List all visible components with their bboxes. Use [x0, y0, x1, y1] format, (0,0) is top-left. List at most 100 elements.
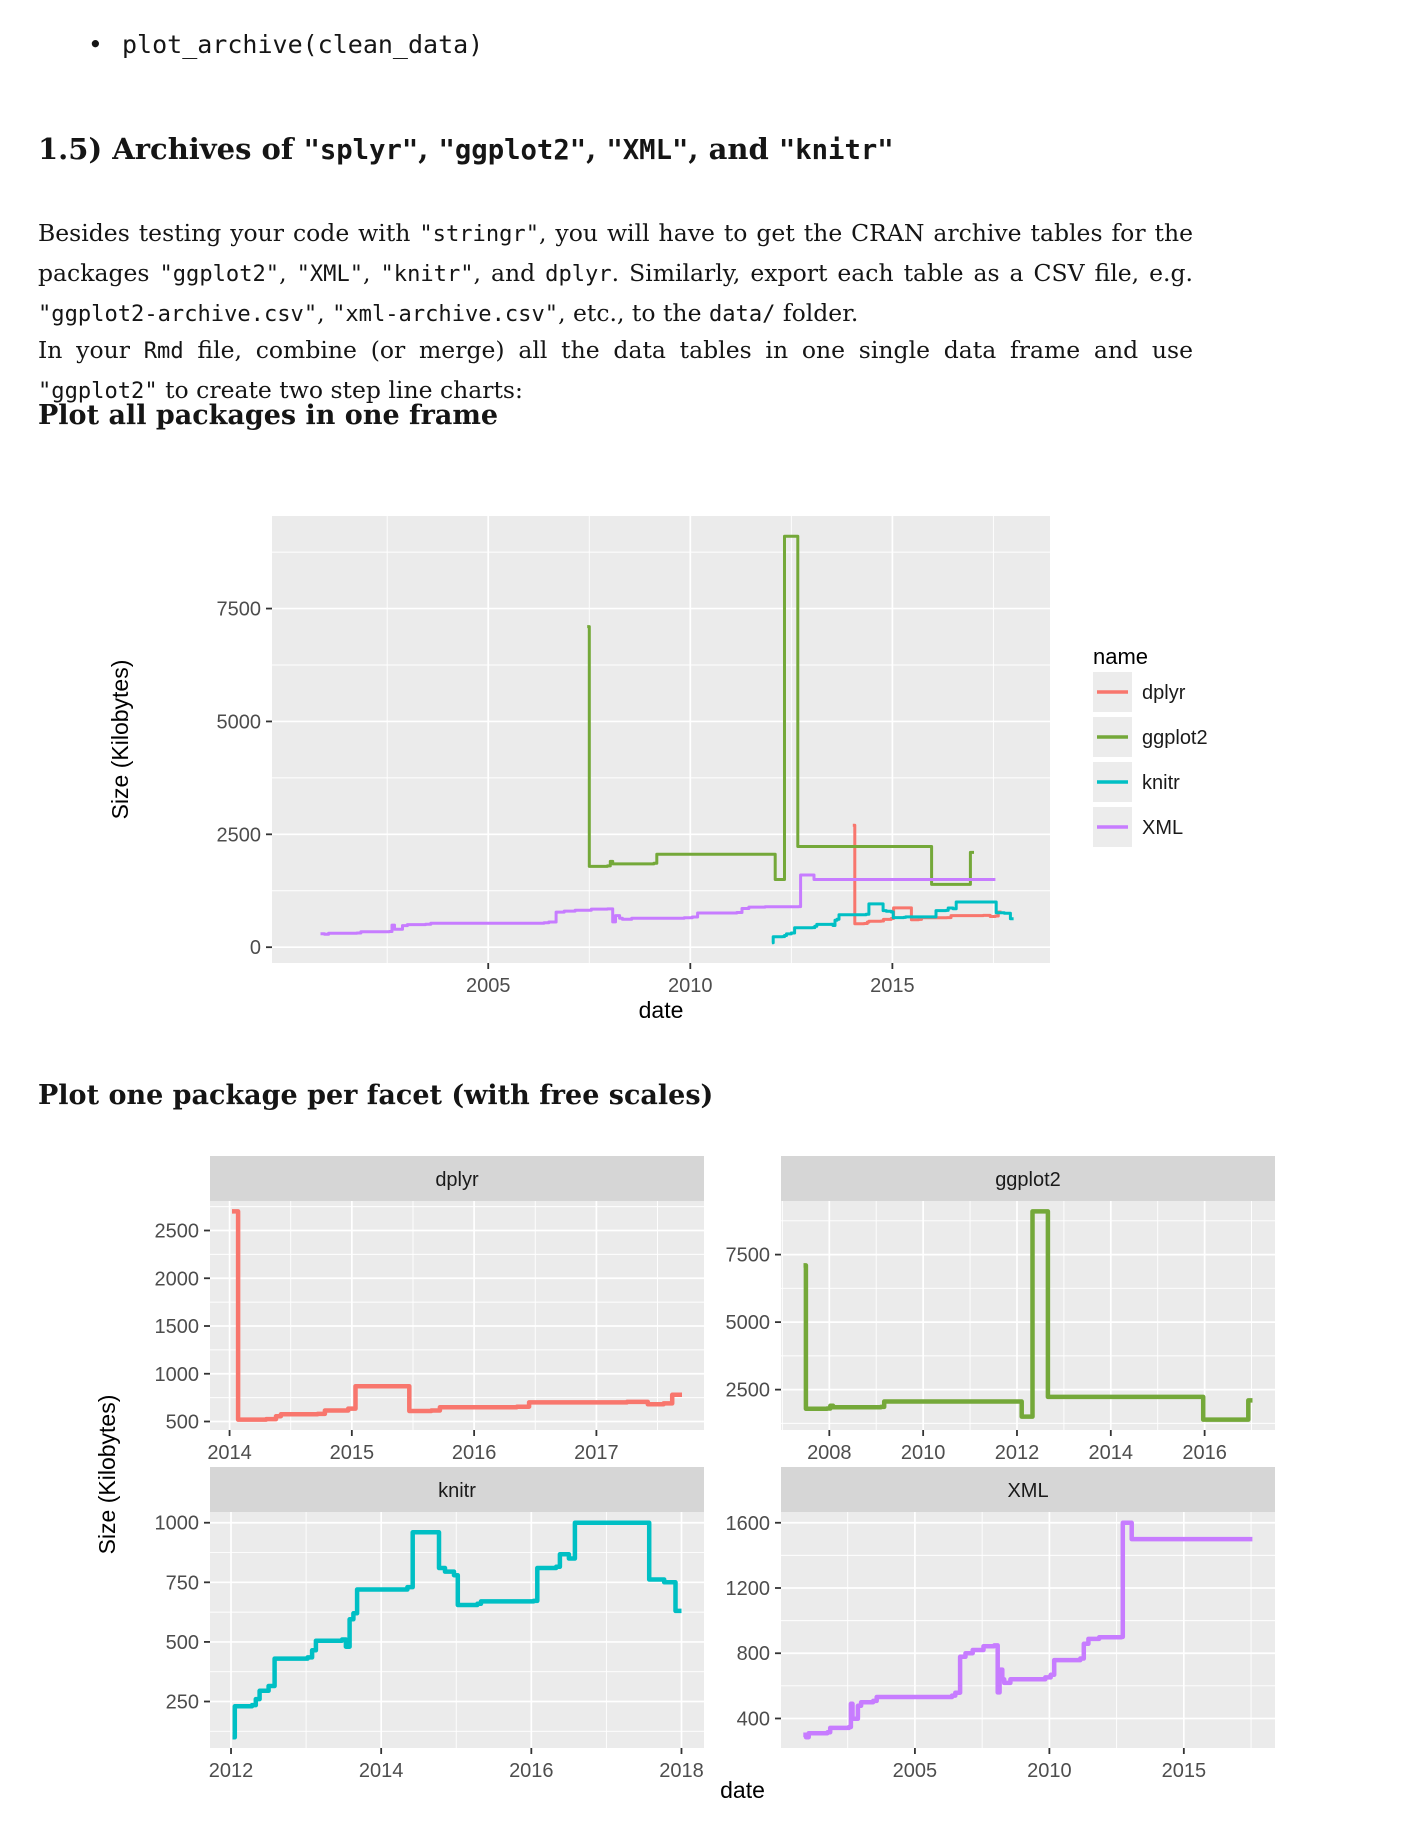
- inline-code: "splyr": [303, 135, 419, 166]
- text-segment: , and: [688, 132, 779, 166]
- y-axis-title: Size (Kilobytes): [107, 660, 133, 820]
- x-axis-title: date: [720, 1777, 765, 1803]
- y-tick-label: 400: [737, 1708, 770, 1730]
- series-line-ggplot2: [803, 1209, 1253, 1422]
- inline-code: "stringr": [419, 220, 539, 247]
- list-bullet: •: [88, 30, 103, 59]
- text-segment: Besides testing your code with: [38, 218, 420, 247]
- facet-strip-dplyr: [210, 1156, 704, 1201]
- y-tick-label: 7500: [217, 599, 262, 621]
- panel-bg: [781, 1201, 1275, 1430]
- inline-code: "knitr": [778, 135, 894, 166]
- y-tick-label: 2000: [155, 1268, 200, 1290]
- x-tick-label: 2008: [807, 1442, 852, 1464]
- text-segment: file, combine (or merge) all the data ta…: [183, 335, 1193, 364]
- inline-code: "knitr": [380, 260, 474, 287]
- x-axis-title: date: [639, 997, 684, 1023]
- inline-code: Rmd: [143, 337, 184, 364]
- y-tick-label: 2500: [155, 1221, 200, 1243]
- inline-code: data/: [708, 300, 776, 327]
- x-tick-label: 2018: [659, 1760, 704, 1782]
- inline-code: dplyr: [545, 260, 612, 287]
- x-tick-label: 2010: [901, 1442, 946, 1464]
- facet-strip-label-ggplot2: ggplot2: [995, 1169, 1061, 1191]
- text-segment: , and: [473, 258, 546, 287]
- text-segment: , you will have to get the CRAN archive …: [38, 218, 1193, 287]
- text-segment: ,: [317, 298, 333, 327]
- y-tick-label: 1200: [726, 1578, 771, 1600]
- x-tick-label: 2017: [574, 1442, 619, 1464]
- text-segment: In your: [38, 335, 144, 364]
- y-tick-label: 500: [166, 1412, 199, 1434]
- y-tick-label: 1500: [155, 1316, 200, 1338]
- x-tick-label: 2010: [668, 975, 713, 997]
- inline-code: "ggplot2": [38, 377, 158, 404]
- x-tick-label: 2015: [870, 975, 915, 997]
- y-tick-label: 7500: [726, 1245, 771, 1267]
- section-heading: 1.5) Archives of "splyr", "ggplot2", "XM…: [38, 132, 1278, 166]
- series-line-ggplot2: [587, 534, 974, 886]
- series-line-XML: [803, 1520, 1253, 1740]
- text-segment: ,: [363, 258, 381, 287]
- x-tick-label: 2012: [995, 1442, 1040, 1464]
- panel-bg: [210, 1512, 704, 1748]
- legend-label-knitr: knitr: [1142, 772, 1180, 794]
- inline-code: "XML": [606, 135, 689, 166]
- combined-step-chart: 2005 2010 2015 0 2500 5000 7500 Size (Kilobytes…: [107, 516, 1208, 1023]
- paragraph-archive-instructions: Besides testing your code with "stringr"…: [38, 214, 1193, 334]
- x-tick-label: 2016: [509, 1760, 554, 1782]
- legend-title: name: [1093, 644, 1148, 669]
- series-line-knitr: [771, 900, 1014, 945]
- text-segment: 1.5) Archives of: [38, 132, 304, 166]
- series-line-dplyr: [232, 1209, 682, 1422]
- text-segment: . Similarly, export each table as a CSV …: [611, 258, 1193, 287]
- y-tick-label: 2500: [217, 824, 262, 846]
- text-segment: ,: [279, 258, 297, 287]
- y-tick-label: 500: [166, 1632, 199, 1654]
- x-tick-label: 2015: [1162, 1760, 1207, 1782]
- text-segment: ,: [586, 132, 607, 166]
- x-tick-label: 2014: [1089, 1442, 1134, 1464]
- y-tick-label: 1600: [726, 1513, 771, 1535]
- inline-code: "ggplot2": [438, 135, 587, 166]
- text-segment: , etc., to the: [558, 298, 709, 327]
- faceted-step-chart: dplyr 2014 2015 2016 2017 500 1000 1500 2000 2500…: [94, 1156, 1275, 1803]
- legend-label-dplyr: dplyr: [1142, 682, 1186, 704]
- facet-strip-ggplot2: [781, 1156, 1275, 1201]
- paragraph-rmd-instructions: In your Rmd file, combine (or merge) all…: [38, 331, 1193, 411]
- y-tick-label: 1000: [155, 1513, 200, 1535]
- inline-code: "ggplot2": [159, 260, 280, 287]
- x-tick-label: 2012: [209, 1760, 254, 1782]
- x-tick-label: 2016: [1182, 1442, 1227, 1464]
- facet-strip-knitr: [210, 1467, 704, 1512]
- inline-code: "XML": [296, 260, 364, 287]
- legend-label-ggplot2: ggplot2: [1142, 727, 1208, 749]
- panel-bg: [781, 1512, 1275, 1748]
- text-segment: to create two step line charts:: [157, 375, 523, 404]
- y-tick-label: 0: [250, 937, 261, 959]
- y-tick-label: 750: [166, 1572, 199, 1594]
- series-line-XML: [320, 873, 996, 936]
- facet-strip-XML: [781, 1467, 1275, 1512]
- x-tick-label: 2010: [1027, 1760, 1072, 1782]
- legend-label-XML: XML: [1142, 817, 1183, 839]
- x-tick-label: 2014: [359, 1760, 404, 1782]
- text-segment: folder.: [775, 298, 859, 327]
- facet-strip-label-knitr: knitr: [438, 1480, 476, 1502]
- x-tick-label: 2016: [452, 1442, 497, 1464]
- x-tick-label: 2005: [466, 975, 511, 997]
- y-tick-label: 5000: [726, 1312, 771, 1334]
- x-tick-label: 2014: [207, 1442, 252, 1464]
- series-line-knitr: [232, 1520, 682, 1740]
- subheading-facets: Plot one package per facet (with free sc…: [38, 1080, 714, 1111]
- x-tick-label: 2015: [330, 1442, 375, 1464]
- y-tick-label: 5000: [217, 711, 262, 733]
- subheading-one-frame: Plot all packages in one frame: [38, 400, 499, 431]
- y-tick-label: 2500: [726, 1380, 771, 1402]
- x-tick-label: 2005: [893, 1760, 938, 1782]
- y-axis-title: Size (Kilobytes): [94, 1395, 120, 1555]
- facet-strip-label-XML: XML: [1007, 1480, 1048, 1502]
- inline-code: "ggplot2-archive.csv": [38, 300, 318, 327]
- panel-bg: [272, 516, 1050, 963]
